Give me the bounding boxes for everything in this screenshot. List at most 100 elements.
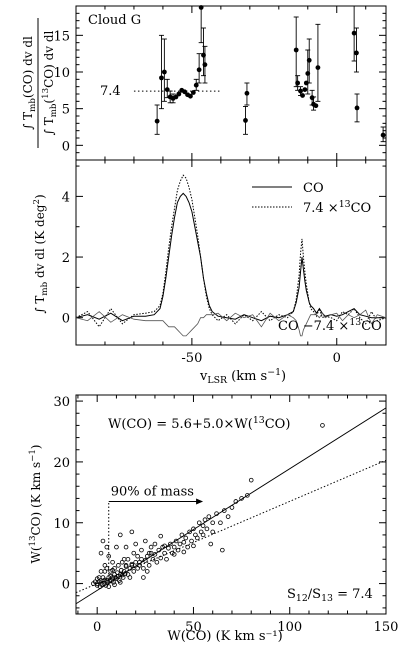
correlation-y-label-text-part: −1	[28, 449, 38, 462]
correlation-point	[185, 544, 190, 550]
ratio-point	[298, 88, 303, 94]
correlation-point	[220, 547, 225, 553]
svg-text:∫ Tmb(CO) dv dl: ∫ Tmb(CO) dv dl	[21, 36, 38, 130]
ratio-y-label-numerator-part: (CO) dv dl	[21, 36, 35, 98]
spectrum-x-axis-label: vLSR (km s−1)	[199, 367, 286, 386]
correlation-x-tick-label: 50	[185, 620, 202, 635]
abundance-ratio-label: S12/S13 = 7.4	[287, 587, 373, 604]
correlation-point	[131, 569, 137, 574]
correlation-point	[137, 563, 142, 568]
ratio-point	[176, 91, 182, 97]
correlation-point	[173, 538, 179, 544]
correlation-point	[229, 505, 235, 510]
ratio-point	[182, 89, 188, 95]
correlation-point	[133, 541, 138, 547]
ratio-point	[159, 75, 164, 81]
correlation-point	[98, 569, 104, 574]
ratio-y-tick-label: 10	[53, 66, 70, 81]
correlation-point	[106, 553, 112, 559]
correlation-point	[225, 514, 231, 519]
correlation-point	[98, 550, 104, 556]
correlation-point	[208, 541, 214, 547]
spectrum-13co-line	[75, 174, 387, 328]
correlation-point	[144, 569, 150, 574]
correlation-point	[221, 508, 227, 513]
correlation-point	[100, 538, 106, 544]
correlation-y-axis-label: W(13CO) (K km s−1)	[28, 444, 43, 563]
correlation-point	[114, 544, 119, 550]
legend-13co-label-part: CO	[351, 201, 372, 216]
ratio-point	[154, 118, 160, 124]
ratio-y-tick-label: 0	[62, 139, 70, 154]
ratio-y-label-denominator-part: (	[42, 99, 56, 104]
correlation-point	[117, 532, 123, 538]
ratio-point	[190, 90, 196, 95]
spectrum-x-label-text-part: v	[199, 369, 208, 384]
difference-label: CO −7.4 ×13CO	[278, 317, 382, 334]
abundance-ratio-text-part: /S	[308, 587, 321, 602]
abundance-ratio-text-part: 12	[296, 593, 308, 604]
correlation-point	[110, 567, 115, 573]
ratio-point	[193, 82, 199, 88]
correlation-point	[191, 526, 196, 532]
correlation-point	[154, 559, 160, 565]
correlation-x-tick-label: 100	[277, 620, 302, 635]
spectrum-x-tick-label: 0	[333, 351, 341, 366]
ratio-y-label-denominator-part: ∫ T	[42, 117, 56, 135]
correlation-y-tick-label: 10	[53, 517, 70, 532]
ratio-point	[243, 118, 248, 123]
ratio-point	[202, 62, 208, 68]
correlation-point	[195, 535, 200, 541]
correlation-point	[117, 572, 123, 577]
correlation-point	[133, 559, 138, 565]
spectrum-y-label-text-part: mb	[40, 281, 50, 295]
correlation-point	[233, 499, 239, 504]
correlation-point	[106, 584, 112, 589]
correlation-y-tick-label: 20	[53, 456, 70, 471]
spectrum-legend: CO7.4 ×13CO	[252, 181, 371, 216]
spectrum-x-label-text-part: )	[281, 369, 286, 384]
correlation-point	[168, 541, 173, 547]
correlation-point	[158, 533, 164, 539]
spectrum-y-label-text-part: dv dl (K deg	[33, 204, 47, 282]
mass-label: 90% of mass	[111, 484, 194, 499]
difference-label-text-part: CO	[361, 319, 382, 334]
correlation-point	[158, 555, 164, 561]
correlation-point	[191, 543, 196, 549]
svg-text:W(CO) = 5.6+5.0×W(13CO): W(CO) = 5.6+5.0×W(13CO)	[108, 415, 290, 432]
correlation-point	[143, 538, 148, 544]
correlation-point	[218, 520, 223, 526]
correlation-point	[183, 535, 189, 541]
svg-text:CO −7.4 ×13CO: CO −7.4 ×13CO	[278, 317, 382, 334]
spectrum-co-line	[75, 192, 386, 322]
ratio-point	[306, 57, 312, 63]
correlation-point	[111, 580, 116, 585]
correlation-point	[152, 552, 158, 557]
spectrum-y-label-text-part: ∫ T	[33, 296, 47, 314]
correlation-point	[125, 556, 131, 562]
correlation-y-tick-label: 0	[62, 578, 70, 593]
spectrum-x-label-text-part: −1	[267, 367, 281, 378]
spectrum-y-tick-label: 4	[62, 190, 70, 205]
spectrum-y-tick-label: 0	[62, 312, 70, 327]
ratio-axis-label: ∫ Tmb(CO) dv dl∫ Tmb(13CO) dv dl	[21, 18, 59, 148]
spectrum-x-label-text-part: LSR	[207, 375, 228, 386]
correlation-point	[189, 538, 194, 544]
spectrum-difference-line	[75, 309, 387, 337]
correlation-point	[122, 571, 128, 577]
ratio-point	[244, 90, 250, 96]
correlation-point	[177, 541, 183, 547]
correlation-point	[112, 582, 117, 588]
correlation-point	[127, 575, 133, 580]
spectrum-y-label-text-part: )	[33, 194, 47, 199]
correlation-point	[164, 556, 169, 562]
ratio-label: 7.4	[100, 84, 121, 99]
ratio-point	[315, 65, 321, 70]
ratio-point	[173, 94, 179, 100]
correlation-point	[148, 544, 154, 550]
ratio-point	[161, 69, 167, 75]
correlation-point	[156, 547, 162, 553]
correlation-point	[141, 566, 146, 571]
correlation-point	[94, 583, 100, 588]
correlation-point	[245, 493, 250, 498]
